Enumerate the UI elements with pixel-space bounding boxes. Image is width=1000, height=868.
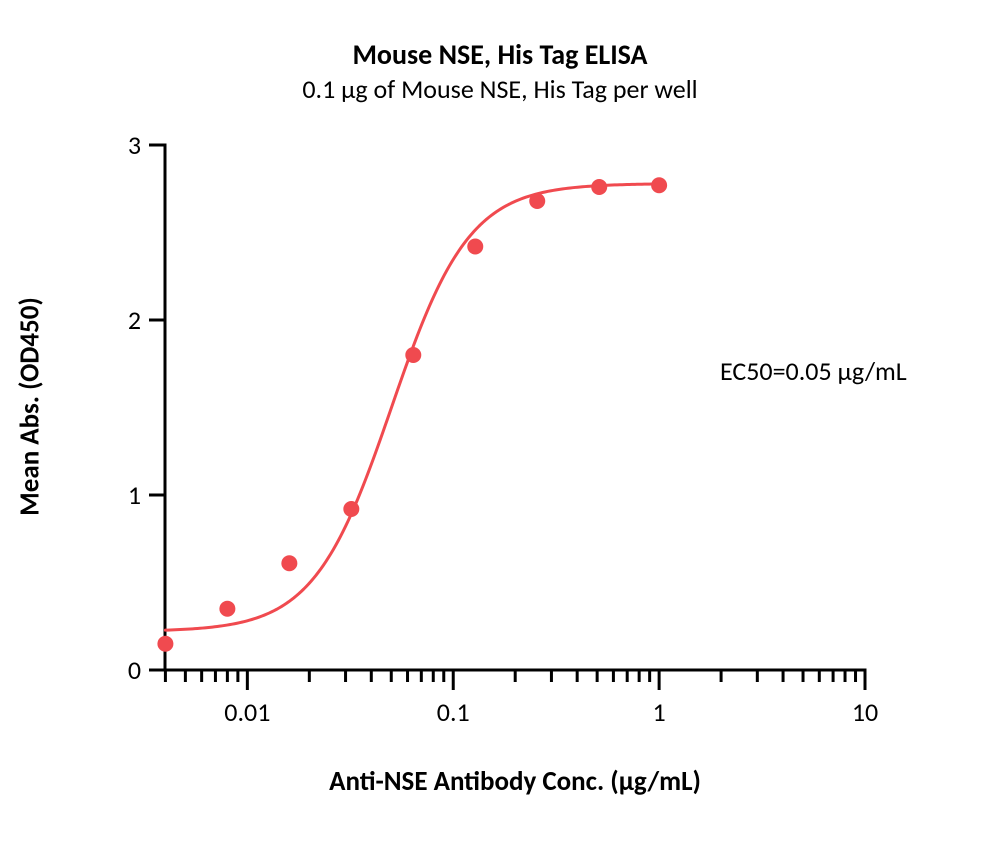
fit-curve bbox=[165, 184, 659, 630]
x-tick-label: 0.01 bbox=[197, 696, 297, 728]
x-tick-label: 10 bbox=[815, 696, 915, 728]
data-point bbox=[405, 347, 421, 363]
y-tick-label: 0 bbox=[81, 654, 141, 686]
data-point bbox=[281, 555, 297, 571]
chart-container: Mouse NSE, His Tag ELISA 0.1 μg of Mouse… bbox=[0, 0, 1000, 868]
data-point bbox=[219, 601, 235, 617]
data-point bbox=[591, 179, 607, 195]
y-tick-label: 3 bbox=[81, 129, 141, 161]
data-point bbox=[651, 177, 667, 193]
chart-svg bbox=[0, 0, 1000, 868]
y-tick-label: 1 bbox=[81, 479, 141, 511]
data-point bbox=[157, 636, 173, 652]
x-tick-label: 0.1 bbox=[403, 696, 503, 728]
data-point bbox=[467, 239, 483, 255]
y-tick-label: 2 bbox=[81, 304, 141, 336]
data-point bbox=[529, 193, 545, 209]
data-point bbox=[343, 501, 359, 517]
x-tick-label: 1 bbox=[609, 696, 709, 728]
